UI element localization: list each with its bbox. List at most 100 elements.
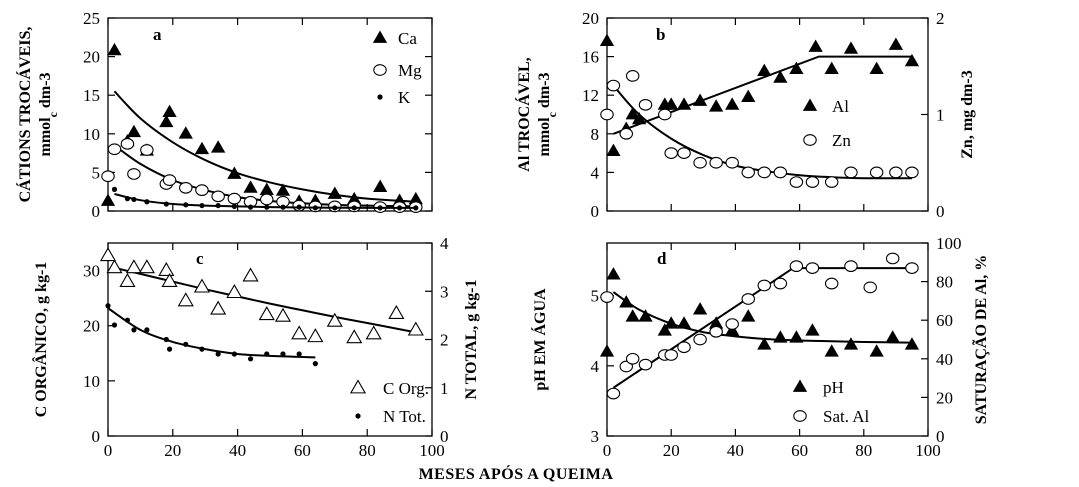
data-point (162, 174, 177, 186)
y-tick-label: 8 (591, 125, 600, 144)
y-tick-label: 25 (83, 9, 100, 28)
y2-tick-label: 80 (936, 273, 953, 292)
data-point (291, 325, 308, 340)
chart-panel-d: 0 20 40 60 80 100 3 4 5 0 20 40 60 80 100 d pH EM ÁGUA SA… (530, 234, 990, 460)
data-point (844, 166, 858, 179)
data-point (226, 284, 243, 299)
x-tick-label: 20 (164, 441, 181, 460)
y2-tick-label: 60 (936, 311, 953, 330)
data-point (211, 190, 225, 203)
data-point (885, 252, 900, 265)
legend-label: Ca (398, 29, 417, 48)
data-point (326, 312, 343, 327)
data-point (625, 309, 640, 322)
data-point (805, 176, 820, 188)
data-point (138, 259, 155, 274)
data-point (242, 267, 259, 282)
y-axis-title: Al TROCÁVEL, (514, 57, 533, 171)
data-point (693, 333, 707, 346)
panel-label: a (153, 25, 162, 44)
data-point (844, 260, 858, 273)
data-point (199, 202, 205, 209)
data-point (741, 166, 755, 179)
y2-tick-label: 40 (936, 350, 953, 369)
data-point (107, 143, 122, 156)
y-tick-label: 0 (92, 202, 101, 221)
data-point (347, 191, 362, 205)
y-tick-label: 5 (591, 287, 600, 306)
legend-marker (355, 413, 361, 419)
data-point (231, 203, 237, 209)
data-point (177, 292, 194, 307)
y-tick-label: 10 (83, 372, 100, 391)
data-point (413, 205, 419, 211)
data-point (757, 279, 772, 292)
data-point (373, 179, 388, 192)
data-point (119, 272, 136, 288)
data-point (161, 272, 178, 288)
data-point (757, 63, 772, 76)
data-point (193, 278, 211, 293)
data-point (606, 387, 621, 400)
y-axis-title: pH EM ÁGUA (530, 288, 549, 391)
data-point (162, 104, 177, 118)
data-point (658, 108, 672, 121)
data-point (805, 323, 820, 336)
legend-label: Al (832, 97, 849, 116)
data-point (131, 196, 137, 203)
data-point (258, 306, 275, 321)
data-point (619, 127, 634, 140)
data-point (905, 262, 919, 274)
legend-marker (792, 379, 808, 392)
y-axis-unit: mmolc dm-3 (536, 73, 559, 157)
data-point (676, 97, 692, 110)
series-k: K (105, 88, 419, 211)
x-tick-label: 40 (229, 441, 246, 460)
data-point (638, 358, 653, 371)
data-point (904, 337, 920, 350)
data-point (741, 293, 755, 305)
data-point (869, 344, 884, 357)
data-point (599, 344, 615, 357)
data-point (709, 156, 723, 169)
data-point (124, 317, 131, 323)
y2-tick-label: 1 (936, 106, 945, 125)
data-point (264, 204, 270, 210)
data-point (120, 137, 135, 150)
data-point (178, 126, 193, 139)
data-point (215, 202, 221, 209)
y2-tick-label: 1 (440, 379, 449, 398)
data-point (227, 192, 242, 205)
data-point (144, 199, 150, 205)
data-point (215, 351, 221, 357)
y2-tick-label: 100 (936, 234, 962, 253)
legend-label: pH (823, 378, 844, 397)
series-sat-al: Sat. Al (600, 252, 919, 426)
fit-line (612, 291, 912, 344)
y-unit-part: dm-3 (536, 73, 553, 113)
data-point (332, 205, 338, 211)
data-point (757, 166, 772, 179)
y-unit-subscript: c (545, 111, 559, 117)
data-point (377, 205, 383, 211)
y2-tick-label: 0 (936, 427, 945, 446)
x-tick-label: 80 (855, 441, 872, 460)
panel-label: c (196, 249, 204, 268)
data-point (709, 316, 724, 329)
y2-axis-title: N TOTAL, g kg-1 (463, 279, 480, 399)
data-point (657, 323, 672, 336)
series-ph: pH (599, 267, 920, 397)
data-point (183, 341, 189, 347)
data-point (105, 196, 111, 203)
legend-label: Mg (398, 61, 422, 80)
data-point (619, 295, 634, 308)
data-point (397, 205, 403, 211)
data-point (664, 147, 678, 159)
data-point (307, 328, 324, 343)
y-tick-label: 4 (591, 163, 600, 182)
data-point (606, 143, 621, 157)
legend-label: N Tot. (383, 407, 426, 426)
y-tick-label: 10 (83, 125, 100, 144)
